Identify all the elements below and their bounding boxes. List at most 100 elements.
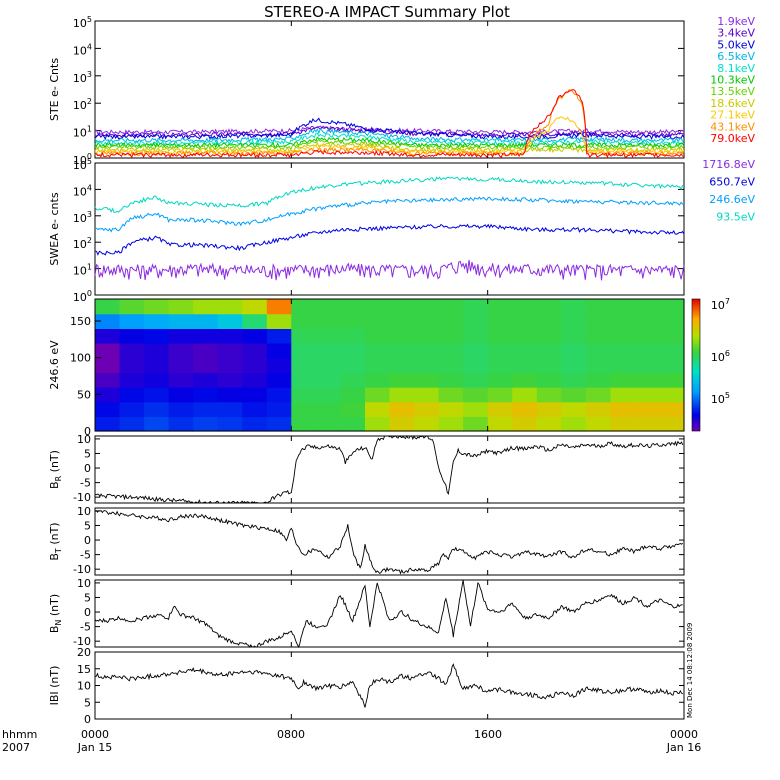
heatmap-cell [585,328,611,344]
heatmap-cell [610,299,636,315]
heatmap-cell [463,357,489,373]
y-tick-label: 5 [84,591,91,604]
time-axis-left-label-1: hhmm [2,728,37,741]
heatmap-cell [536,299,562,315]
heatmap-cell [168,416,194,432]
legend-entry: 43.1keV [710,120,755,133]
heatmap-cell [266,328,292,344]
data-series [94,196,685,233]
heatmap-cell [561,416,587,432]
y-tick-label: 5 [84,519,91,532]
heatmap-cell [512,313,538,329]
heatmap-cell [315,372,341,388]
panel-frame [94,507,685,576]
legend-entry: 79.0keV [710,132,755,145]
heatmap-cell [610,401,636,417]
panel-frame [94,162,685,296]
heatmap-cell [561,357,587,373]
heatmap-cell [340,313,366,329]
heatmap-cell [389,401,415,417]
heatmap-cell [242,313,268,329]
heatmap-cell [512,401,538,417]
heatmap-cell [168,313,194,329]
time-axis: hhmm 2007 0000 Jan 15 0800 1600 0000 Jan… [2,728,701,754]
legend-entry: 3.4keV [717,27,755,40]
heatmap-cell [291,357,317,373]
time-tick-label: 0800 [277,728,305,741]
y-tick-label: 5 [84,696,91,709]
field-panel-mag: IBI (nT) 0 5 10 15 20 [48,646,685,726]
heatmap-cell [365,357,391,373]
y-axis-label: 246.6 eV [48,340,61,390]
heatmap-cell [487,357,513,373]
data-series [94,435,684,504]
heatmap-cell [119,357,145,373]
heatmap-cell [536,357,562,373]
heatmap-cell [585,357,611,373]
field-panel-N: BN (nT) -10-5 0 510 [48,577,685,648]
heatmap-cell [217,343,243,359]
panel-frame [94,298,685,432]
panel-frame [94,651,685,720]
heatmap-cell [217,328,243,344]
legend-entry: 5.0keV [717,38,755,51]
heatmap-cell [315,416,341,432]
heatmap-cell [536,401,562,417]
heatmap-cell [95,372,121,388]
heatmap-cell [291,328,317,344]
y-axis-label: BT (nT) [48,522,63,560]
heatmap-cell [389,372,415,388]
heatmap-cell [144,372,170,388]
heatmap-cell [463,299,489,315]
heatmap-cell [144,328,170,344]
heatmap-cell [340,401,366,417]
time-tick-label: 0000 [81,728,109,741]
data-series [94,259,685,281]
heatmap-cell [634,343,660,359]
field-panel-T: BT (nT) -10-5 0 510 [48,505,685,576]
heatmap-cell [217,357,243,373]
heatmap-cell [168,401,194,417]
legend-entry: 8.1keV [717,62,755,75]
heatmap-cell [389,328,415,344]
heatmap-cell [340,416,366,432]
y-tick-label: -10 [73,491,91,504]
heatmap-cell [487,401,513,417]
heatmap-cell [340,357,366,373]
heatmap-cell [217,416,243,432]
heatmap-cell [95,401,121,417]
heatmap-cell [291,387,317,403]
heatmap-cell [365,387,391,403]
heatmap-cell [561,401,587,417]
y-tick-label: 0 [84,425,91,438]
heatmap-cell [438,328,464,344]
legend-entry: 93.5eV [716,211,755,224]
heatmap-cell [512,328,538,344]
heatmap-cell [144,401,170,417]
heatmap-cell [119,343,145,359]
y-axis-label: IBI (nT) [48,666,61,706]
heatmap-cell [512,343,538,359]
data-series [94,117,685,141]
heatmap-cell [659,372,685,388]
y-tick-label: 150 [70,315,91,328]
heatmap-cell [119,387,145,403]
time-tick-label: 1600 [474,728,502,741]
y-tick-label: 10 [77,505,91,518]
heatmap-cell [512,416,538,432]
y-tick-label: 100 [70,352,91,365]
heatmap-cell [610,343,636,359]
heatmap-cell [634,387,660,403]
heatmap-cell [365,343,391,359]
heatmap-cell [193,357,219,373]
heatmap-cell [414,299,440,315]
heatmap-cell [414,343,440,359]
y-tick-label: 10 [77,680,91,693]
y-tick-label: 101 [73,263,92,278]
heatmap-cell [438,357,464,373]
heatmap-cell [585,313,611,329]
heatmap-cell [561,313,587,329]
heatmap-cell [144,416,170,432]
heatmap-cell [168,387,194,403]
